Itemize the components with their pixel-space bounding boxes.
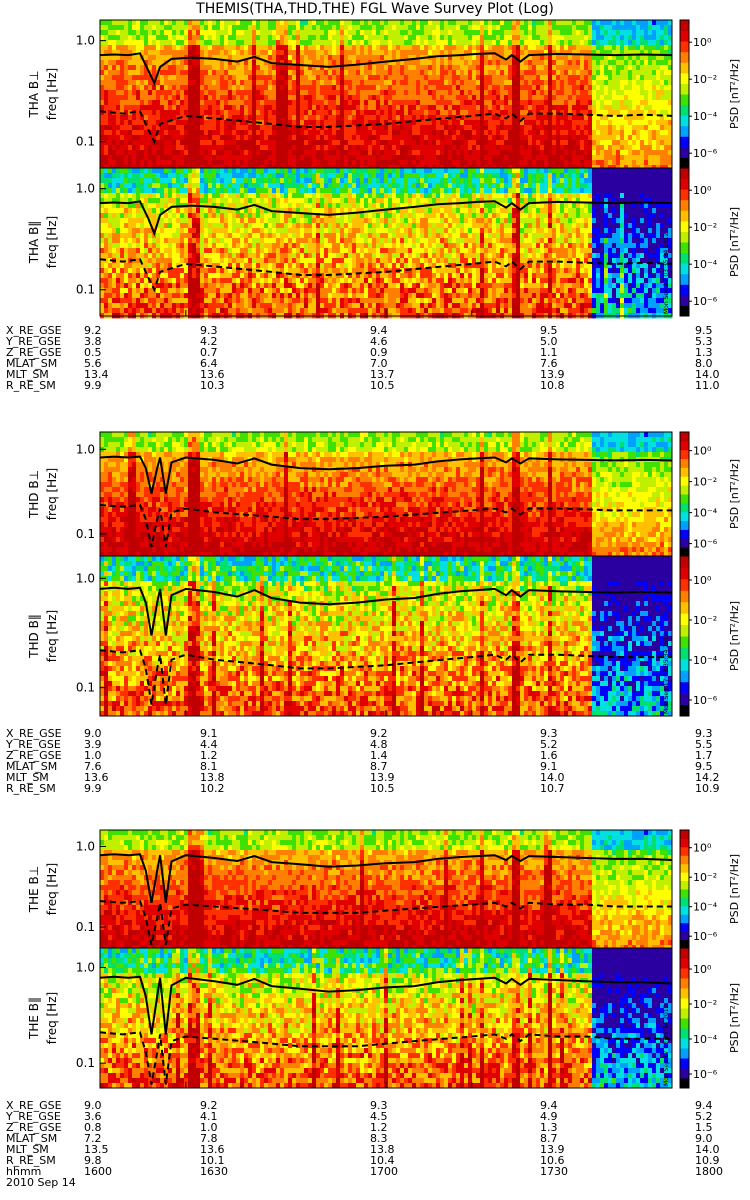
ephemeris-value: 9.9 xyxy=(84,783,102,794)
colorbar-tick-label: 10⁰ xyxy=(693,36,712,49)
y-axis-unit: freq [Hz] xyxy=(45,863,59,915)
ephemeris-label: R_RE_SM xyxy=(6,380,56,391)
ephemeris-value: 11.0 xyxy=(695,380,720,391)
colorbar-tick-label: 10⁻² xyxy=(693,871,717,884)
ephemeris-value: 10.7 xyxy=(540,783,565,794)
colorbar-tick-label: 10⁻⁴ xyxy=(693,654,718,667)
y-tick-label: 1.0 xyxy=(76,961,95,975)
y-axis-title: THE B⊥ xyxy=(27,866,41,913)
y-tick-label: 1.0 xyxy=(76,182,95,196)
colorbar-tick-label: 10⁻⁴ xyxy=(693,110,718,123)
colorbar: 10⁰ 10⁻² 10⁻⁴ 10⁻⁶ PSD [nT²/Hz] xyxy=(680,948,741,1089)
y-tick-label: 1.0 xyxy=(76,839,95,853)
y-tick-label: 0.1 xyxy=(76,1056,95,1070)
colorbar-tick-label: 10⁻² xyxy=(693,998,717,1011)
y-tick-label: 1.0 xyxy=(76,442,95,456)
y-axis-title: THA B‖ xyxy=(27,221,41,265)
y-axis-title: THE B‖ xyxy=(27,997,41,1040)
ephemeris-value: 10.8 xyxy=(540,380,565,391)
colorbar-tick-label: 10⁻⁴ xyxy=(693,1033,718,1046)
y-tick-label: 0.1 xyxy=(76,681,95,695)
colorbar-tick-label: 10⁻⁴ xyxy=(693,507,718,520)
colorbar: 10⁰ 10⁻² 10⁻⁴ 10⁻⁶ PSD [nT²/Hz] xyxy=(680,432,741,557)
y-axis-unit: freq [Hz] xyxy=(45,68,59,120)
ephemeris-value: 10.3 xyxy=(200,380,225,391)
ephemeris-value: 1630 xyxy=(200,1166,228,1177)
colorbar: 10⁰ 10⁻² 10⁻⁴ 10⁻⁶ PSD [nT²/Hz] xyxy=(680,20,741,169)
y-axis-title: THA B⊥ xyxy=(27,70,41,118)
ephemeris-value: 10.5 xyxy=(370,380,395,391)
panel-thd-par: 1.0 0.1 THD B‖ freq [Hz] 10⁰ 10⁻² 10⁻⁴ 10⁻⁶ PSD … xyxy=(27,556,741,717)
colorbar-tick-label: 10⁰ xyxy=(693,184,712,197)
colorbar-tick-label: 10⁰ xyxy=(693,842,712,855)
colorbar-tick-label: 10⁻⁴ xyxy=(693,901,718,914)
colorbar-title: PSD [nT²/Hz] xyxy=(728,59,741,129)
ephemeris-value: 10.9 xyxy=(695,783,720,794)
colorbar-tick-label: 10⁻⁴ xyxy=(693,258,718,271)
panel-the-perp: 1.0 0.1 THE B⊥ freq [Hz] 10⁰ 10⁻² 10⁻⁴ 10⁻⁶ PSD … xyxy=(27,830,741,950)
colorbar-tick-label: 10⁰ xyxy=(693,963,712,976)
colorbar-tick-label: 10⁻⁶ xyxy=(693,1068,718,1081)
y-axis-title: THD B⊥ xyxy=(27,470,41,519)
colorbar-title: PSD [nT²/Hz] xyxy=(728,601,741,671)
y-axis-unit: freq [Hz] xyxy=(45,468,59,520)
spectrogram-image xyxy=(100,432,672,557)
timestamp-stamp: Mon Sep 17 03:35:34 2012 xyxy=(663,633,670,714)
colorbar-tick-label: 10⁻⁶ xyxy=(693,538,718,551)
timestamp-stamp: Mon Sep 17 03:35:34 2012 xyxy=(663,233,670,314)
colorbar-tick-label: 10⁻⁶ xyxy=(693,694,718,707)
spectrogram-image xyxy=(100,830,672,950)
spectrogram-image xyxy=(100,168,672,318)
ephemeris-value: 1730 xyxy=(540,1166,568,1177)
panel-thd-perp: 1.0 0.1 THD B⊥ freq [Hz] 10⁰ 10⁻² 10⁻⁴ 10⁻⁶ PSD … xyxy=(27,432,741,557)
colorbar-tick-label: 10⁻² xyxy=(693,221,717,234)
colorbar-title: PSD [nT²/Hz] xyxy=(728,459,741,529)
panel-tha-par: 1.0 0.1 THA B‖ freq [Hz] 10⁰ 10⁻² 10⁻⁴ 10⁻⁶ PSD … xyxy=(27,168,741,318)
y-axis-unit: freq [Hz] xyxy=(45,610,59,662)
colorbar-tick-label: 10⁻² xyxy=(693,614,717,627)
y-tick-label: 0.1 xyxy=(76,135,95,149)
y-tick-label: 1.0 xyxy=(76,571,95,585)
colorbar-tick-label: 10⁻² xyxy=(693,476,717,489)
timestamp-stamp: Mon Sep 17 03:35:34 2012 xyxy=(663,1005,670,1086)
colorbar-tick-label: 10⁻⁶ xyxy=(693,147,718,160)
y-axis-unit: freq [Hz] xyxy=(45,216,59,268)
panel-tha-perp: 1.0 0.1 THA B⊥ freq [Hz] 10⁰ 10⁻² 10⁻⁴ 10⁻⁶ PSD … xyxy=(27,20,741,170)
colorbar-title: PSD [nT²/Hz] xyxy=(728,983,741,1053)
ephemeris-value: 9.9 xyxy=(84,380,102,391)
date-label: 2010 Sep 14 xyxy=(6,1177,76,1188)
y-axis-title: THD B‖ xyxy=(27,614,41,659)
ephemeris-value: 10.5 xyxy=(370,783,395,794)
ephemeris-value: 1600 xyxy=(84,1166,112,1177)
y-tick-label: 0.1 xyxy=(76,527,95,541)
ephemeris-value: 10.2 xyxy=(200,783,225,794)
colorbar: 10⁰ 10⁻² 10⁻⁴ 10⁻⁶ PSD [nT²/Hz] xyxy=(680,830,741,949)
colorbar-tick-label: 10⁻⁶ xyxy=(693,930,718,943)
ephemeris-value: 1800 xyxy=(695,1166,723,1177)
colorbar-tick-label: 10⁰ xyxy=(693,574,712,587)
colorbar-tick-label: 10⁻⁶ xyxy=(693,295,718,308)
colorbar: 10⁰ 10⁻² 10⁻⁴ 10⁻⁶ PSD [nT²/Hz] xyxy=(680,556,741,717)
colorbar: 10⁰ 10⁻² 10⁻⁴ 10⁻⁶ PSD [nT²/Hz] xyxy=(680,168,741,317)
y-axis-unit: freq [Hz] xyxy=(45,992,59,1044)
y-tick-label: 1.0 xyxy=(76,34,95,48)
colorbar-title: PSD [nT²/Hz] xyxy=(728,207,741,277)
y-tick-label: 0.1 xyxy=(76,920,95,934)
spectrogram-image xyxy=(100,556,672,716)
colorbar-title: PSD [nT²/Hz] xyxy=(728,854,741,924)
spectrogram-image xyxy=(100,20,672,170)
ephemeris-value: 1700 xyxy=(370,1166,398,1177)
y-tick-label: 0.1 xyxy=(76,283,95,297)
colorbar-tick-label: 10⁻² xyxy=(693,73,717,86)
spectrogram-image xyxy=(100,948,672,1088)
ephemeris-label: R_RE_SM xyxy=(6,783,56,794)
colorbar-tick-label: 10⁰ xyxy=(693,445,712,458)
panel-the-par: 1.0 0.1 THE B‖ freq [Hz] 10⁰ 10⁻² 10⁻⁴ 10⁻⁶ PSD … xyxy=(27,948,741,1089)
